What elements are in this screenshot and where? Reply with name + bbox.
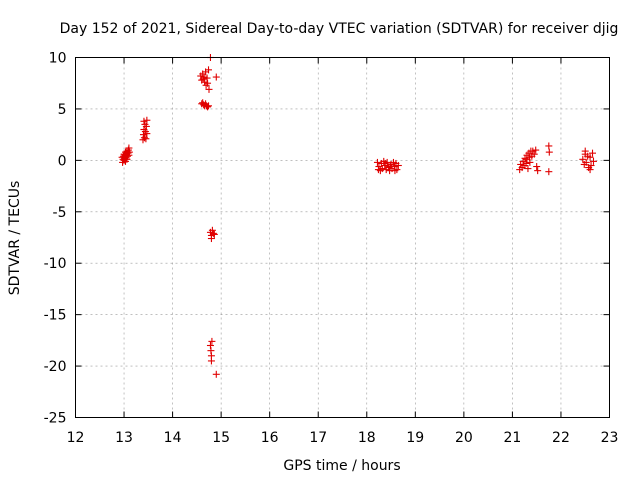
data-point xyxy=(530,150,538,158)
chart-title: Day 152 of 2021, Sidereal Day-to-day VTE… xyxy=(60,21,619,37)
data-point xyxy=(205,102,213,110)
data-point xyxy=(529,147,537,155)
x-tick-label: 18 xyxy=(358,430,376,446)
data-point xyxy=(208,337,216,345)
data-point xyxy=(586,166,594,174)
grid xyxy=(75,57,610,418)
y-tick-label: -10 xyxy=(44,256,67,272)
x-tick-label: 14 xyxy=(164,430,182,446)
x-axis-ticks: 12 13 14 15 16 17 18 19 20 21 22 23 xyxy=(67,57,619,446)
data-point xyxy=(394,162,402,169)
y-tick-label: 0 xyxy=(58,153,67,169)
data-points xyxy=(118,54,597,378)
data-point xyxy=(207,357,215,365)
data-point xyxy=(205,66,213,74)
data-point xyxy=(545,168,553,176)
data-point xyxy=(204,79,212,87)
x-tick-label: 13 xyxy=(115,430,133,446)
x-tick-label: 15 xyxy=(212,430,230,446)
data-point xyxy=(209,229,217,237)
data-point xyxy=(586,153,594,161)
data-point xyxy=(587,162,595,169)
y-tick-label: -5 xyxy=(53,205,67,221)
data-point xyxy=(374,166,382,174)
y-axis-ticks: -25 -20 -15 -10 -5 0 5 10 xyxy=(44,51,610,427)
y-tick-label: 10 xyxy=(49,51,67,67)
data-point xyxy=(589,157,597,165)
data-point xyxy=(143,116,151,124)
data-point xyxy=(140,117,148,125)
data-point xyxy=(207,235,215,243)
data-point xyxy=(208,226,216,234)
data-point xyxy=(143,130,151,138)
data-point xyxy=(579,155,587,163)
data-point xyxy=(212,370,220,378)
data-point xyxy=(545,148,553,156)
x-tick-label: 17 xyxy=(309,430,327,446)
data-point xyxy=(118,153,126,161)
data-point xyxy=(125,148,133,156)
data-point xyxy=(533,163,541,171)
plot-frame xyxy=(75,57,610,418)
x-tick-label: 23 xyxy=(601,430,619,446)
y-tick-label: -25 xyxy=(44,411,67,427)
x-tick-label: 12 xyxy=(67,430,85,446)
data-point xyxy=(201,78,209,86)
data-point xyxy=(386,163,394,171)
data-point xyxy=(373,158,381,166)
data-point xyxy=(205,85,213,93)
y-tick-label: -15 xyxy=(44,308,67,324)
data-point xyxy=(522,159,530,167)
data-point xyxy=(524,165,532,173)
data-point xyxy=(545,142,553,150)
x-tick-label: 19 xyxy=(406,430,424,446)
data-point xyxy=(391,167,399,175)
x-tick-label: 22 xyxy=(552,430,570,446)
data-point xyxy=(140,134,148,142)
x-axis-label: GPS time / hours xyxy=(283,458,400,474)
y-axis-label: SDTVAR / TECUs xyxy=(7,181,23,296)
data-point xyxy=(212,73,220,81)
data-point xyxy=(525,153,533,161)
data-point xyxy=(589,149,597,157)
data-point xyxy=(582,158,590,166)
x-tick-label: 21 xyxy=(503,430,521,446)
y-tick-label: 5 xyxy=(58,102,67,118)
data-point xyxy=(581,147,589,155)
x-tick-label: 20 xyxy=(455,430,473,446)
data-point xyxy=(532,146,540,154)
data-point xyxy=(142,135,150,143)
data-point xyxy=(210,230,218,238)
data-point xyxy=(381,159,389,167)
data-point xyxy=(534,167,542,175)
data-point xyxy=(142,122,150,130)
x-tick-label: 16 xyxy=(261,430,279,446)
data-point xyxy=(204,103,212,111)
y-tick-label: -20 xyxy=(44,359,67,375)
